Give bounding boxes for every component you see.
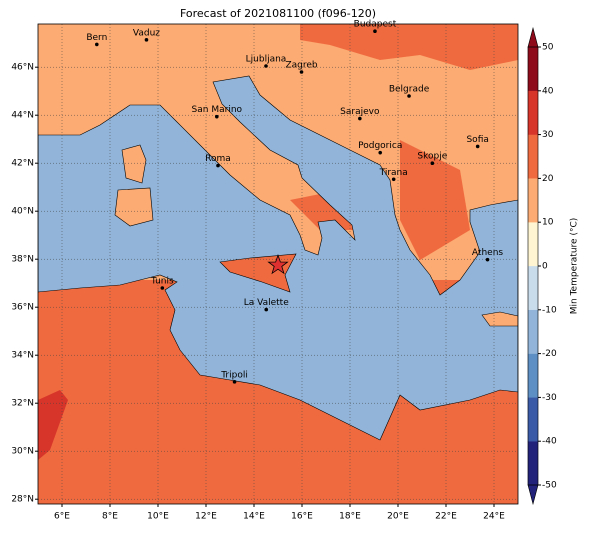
city-label: La Valette <box>244 298 289 308</box>
y-tick-label: 36°N <box>11 303 34 313</box>
city-label: Ljubljana <box>246 55 287 65</box>
city-dot <box>95 42 99 47</box>
city-label: Belgrade <box>389 85 430 95</box>
colorbar: -50 -40 -30 -20 -10 0 10 20 30 40 50 Min Temperatur… <box>527 26 580 506</box>
city-dot <box>358 116 362 121</box>
city-dot <box>299 70 304 74</box>
y-tick-label: 30°N <box>11 447 34 457</box>
city-label: Sarajevo <box>340 107 380 117</box>
city-dot <box>215 114 219 119</box>
x-tick-label: 18°E <box>339 512 361 522</box>
land-warm <box>400 140 470 260</box>
y-tick-label: 46°N <box>11 63 34 73</box>
city-label: Tirana <box>379 168 408 178</box>
colorbar-tick-label: 30 <box>542 130 554 140</box>
colorbar-band <box>527 309 539 354</box>
y-tick-label: 44°N <box>11 111 34 121</box>
colorbar-band <box>527 441 539 486</box>
x-tick-label: 12°E <box>195 512 217 522</box>
colorbar-band <box>527 178 539 223</box>
land-hot <box>38 390 68 460</box>
colorbar-tick-label: 40 <box>542 86 554 96</box>
x-tick-label: 20°E <box>387 512 409 522</box>
colorbar-tick-label: -30 <box>542 393 557 403</box>
island <box>121 144 147 184</box>
colorbar-band <box>527 222 539 267</box>
x-tick-label: 6°E <box>54 512 70 522</box>
island <box>481 311 518 327</box>
city-dot <box>430 161 435 165</box>
city-label: Tripoli <box>220 370 248 380</box>
colorbar-band <box>527 134 539 179</box>
colorbar-band <box>527 353 539 398</box>
colorbar-band <box>527 397 539 442</box>
city-dot <box>407 94 411 98</box>
colorbar-band <box>527 46 539 91</box>
colorbar-band <box>527 90 539 135</box>
city-label: Tunis <box>150 277 174 287</box>
colorbar-tick-label: 20 <box>542 174 554 184</box>
colorbar-tick-label: 50 <box>542 43 554 53</box>
city-dot <box>216 163 220 168</box>
colorbar-extend <box>527 484 539 506</box>
colorbar-extend <box>527 26 539 48</box>
city-label: Skopje <box>417 152 447 162</box>
x-tick-label: 8°E <box>102 512 118 522</box>
city-dot <box>264 307 269 312</box>
city-dot <box>475 144 480 149</box>
city-dot <box>373 29 377 33</box>
city-label: San Marino <box>192 105 243 115</box>
y-tick-label: 38°N <box>11 255 34 265</box>
map-frame <box>37 23 519 505</box>
city-label: Bern <box>86 33 107 43</box>
city-dot <box>144 38 149 42</box>
city-label: Roma <box>205 154 231 164</box>
colorbar-tick-label: -10 <box>542 305 557 315</box>
city-label: Zagreb <box>285 61 317 71</box>
y-tick-label: 40°N <box>11 207 34 217</box>
x-tick-label: 22°E <box>435 512 457 522</box>
y-tick-label: 28°N <box>11 495 34 505</box>
y-tick-label: 42°N <box>11 159 34 169</box>
city-dot <box>232 380 237 384</box>
city-label: Podgorica <box>358 141 402 151</box>
city-dot <box>485 257 490 262</box>
city-label: Vaduz <box>133 28 160 38</box>
colorbar-tick-label: 0 <box>542 262 548 272</box>
colorbar-tick-label: -20 <box>542 349 557 359</box>
event-marker <box>267 253 289 275</box>
city-dot <box>391 177 396 182</box>
city-dot <box>378 150 383 155</box>
city-label: Athens <box>472 248 503 258</box>
city-dot <box>160 286 165 290</box>
x-tick-label: 14°E <box>243 512 265 522</box>
x-tick-label: 16°E <box>291 512 313 522</box>
city-dot <box>264 64 268 68</box>
colorbar-tick-label: 10 <box>542 218 554 228</box>
x-tick-label: 24°E <box>483 512 505 522</box>
colorbar-label: Min Temperature (°C) <box>570 218 580 315</box>
island <box>114 187 154 227</box>
x-tick-label: 10°E <box>147 512 169 522</box>
city-label: Sofia <box>466 135 488 145</box>
colorbar-tick-label: -40 <box>542 437 557 447</box>
land-warm <box>300 24 518 70</box>
y-tick-label: 32°N <box>11 399 34 409</box>
colorbar-tick-label: -50 <box>542 481 557 491</box>
city-label: Budapest <box>354 20 397 30</box>
colorbar-band <box>527 265 539 310</box>
title: Forecast of 2021081100 (f096-120) <box>180 7 376 20</box>
y-tick-label: 34°N <box>11 351 34 361</box>
